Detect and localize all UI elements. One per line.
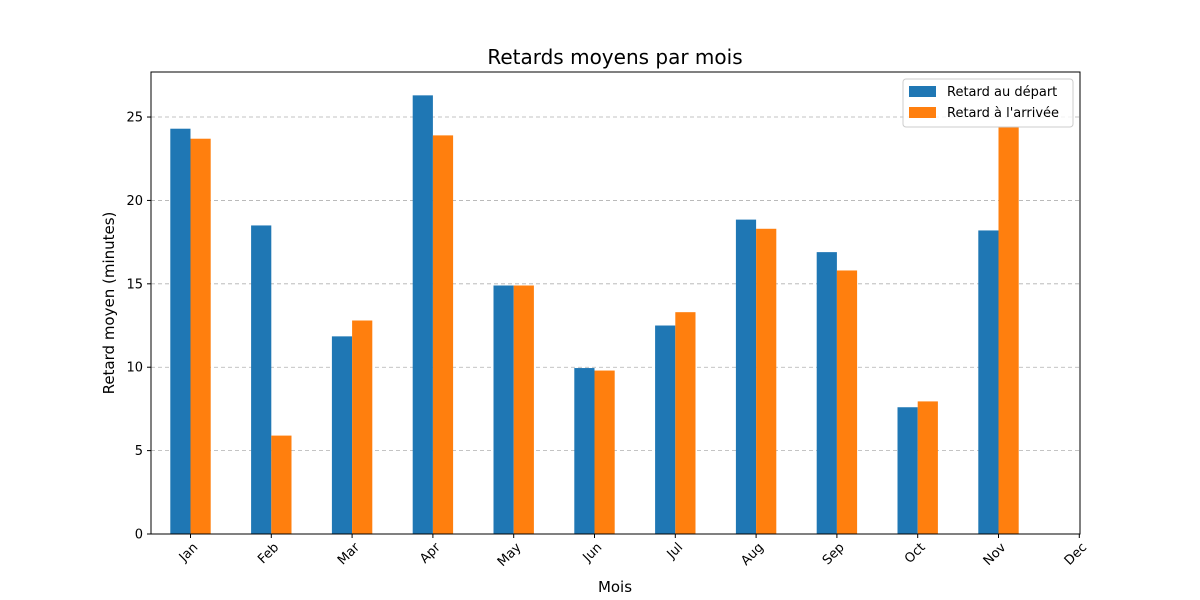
bar-depart-sep (816, 252, 837, 535)
x-tick-label-nov: Nov (981, 540, 1010, 569)
bar-arrivee-jul (675, 312, 696, 534)
bars (170, 95, 1019, 535)
y-tick-label: 5 (135, 444, 143, 459)
x-tick-label-aug: Aug (738, 540, 767, 569)
bar-arrivee-apr (432, 135, 454, 534)
x-tick-label-feb: Feb (255, 540, 282, 567)
bar-depart-apr (412, 95, 433, 534)
bar-arrivee-nov (998, 127, 1019, 535)
plot-frame (150, 71, 1081, 535)
legend-swatch (909, 86, 936, 97)
y-tick-label: 15 (126, 277, 143, 292)
y-tick-label: 25 (126, 111, 143, 126)
bar-arrivee-sep (836, 270, 858, 534)
x-tick-label-sep: Sep (820, 540, 848, 568)
x-axis-label: Mois (598, 578, 632, 596)
bar-depart-jun (574, 368, 595, 534)
gridlines (151, 116, 1080, 452)
bar-arrivee-jan (190, 138, 211, 535)
y-tick-label: 0 (135, 528, 143, 543)
y-tick-label: 10 (126, 361, 143, 376)
legend-label: Retard à l'arrivée (947, 106, 1059, 121)
bar-depart-jul (655, 325, 676, 534)
x-tick-label-oct: Oct (902, 540, 929, 567)
x-tick-label-apr: Apr (417, 540, 444, 567)
legend-box (902, 78, 1074, 128)
bar-arrivee-aug (756, 228, 777, 534)
legend-swatch (909, 107, 936, 118)
chart-title: Retards moyens par mois (487, 45, 742, 69)
x-tick-label-jul: Jul (664, 540, 686, 562)
bar-depart-oct (897, 407, 918, 534)
bar-depart-feb (251, 225, 272, 535)
bar-arrivee-feb (271, 435, 292, 534)
x-tick-label-jan: Jan (176, 540, 201, 565)
x-tick-label-dec: Dec (1062, 540, 1090, 568)
bar-arrivee-jun (594, 370, 615, 534)
y-axis-label: Retard moyen (minutes) (100, 212, 118, 395)
bar-arrivee-oct (917, 401, 938, 534)
legend: Retard au départ Retard à l'arrivée (902, 78, 1074, 128)
bar-depart-jan (170, 128, 191, 534)
bar-depart-nov (978, 230, 999, 535)
x-tick-label-mar: Mar (335, 540, 363, 568)
x-tick-label-jun: Jun (580, 540, 606, 566)
x-tick-label-may: May (495, 540, 525, 570)
bar-arrivee-mar (352, 320, 373, 534)
bar-depart-may (493, 285, 514, 534)
legend-label: Retard au départ (947, 85, 1057, 100)
bar-depart-mar (331, 336, 353, 534)
bar-depart-aug (735, 219, 757, 534)
bar-arrivee-may (513, 285, 534, 534)
y-tick-label: 20 (126, 194, 143, 209)
